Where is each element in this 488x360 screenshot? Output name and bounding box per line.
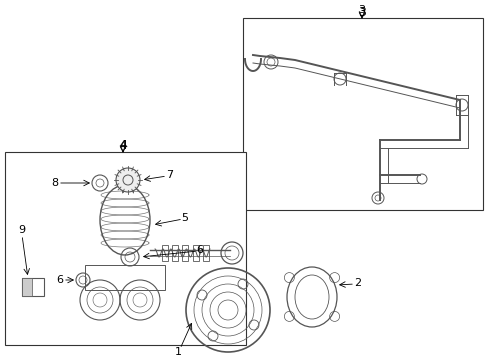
Bar: [203, 245, 208, 261]
Bar: [193, 245, 199, 261]
Text: 6: 6: [196, 245, 203, 255]
Bar: [243, 18, 482, 210]
Text: 7: 7: [166, 170, 173, 180]
Bar: [5, 152, 245, 345]
Text: 9: 9: [19, 225, 25, 235]
Text: 8: 8: [51, 178, 59, 188]
Bar: [85, 265, 164, 290]
Bar: [172, 245, 178, 261]
Text: 4: 4: [119, 139, 127, 152]
Text: 5: 5: [181, 213, 188, 223]
Text: 2: 2: [354, 278, 361, 288]
Bar: [22, 278, 44, 296]
Bar: [182, 245, 187, 261]
Circle shape: [116, 168, 140, 192]
Text: 1: 1: [174, 347, 181, 357]
Text: 6: 6: [57, 275, 63, 285]
Text: 3: 3: [357, 5, 365, 18]
Bar: [162, 245, 168, 261]
Text: 3: 3: [358, 5, 365, 15]
Bar: [22, 278, 32, 296]
Text: 4: 4: [119, 140, 126, 150]
